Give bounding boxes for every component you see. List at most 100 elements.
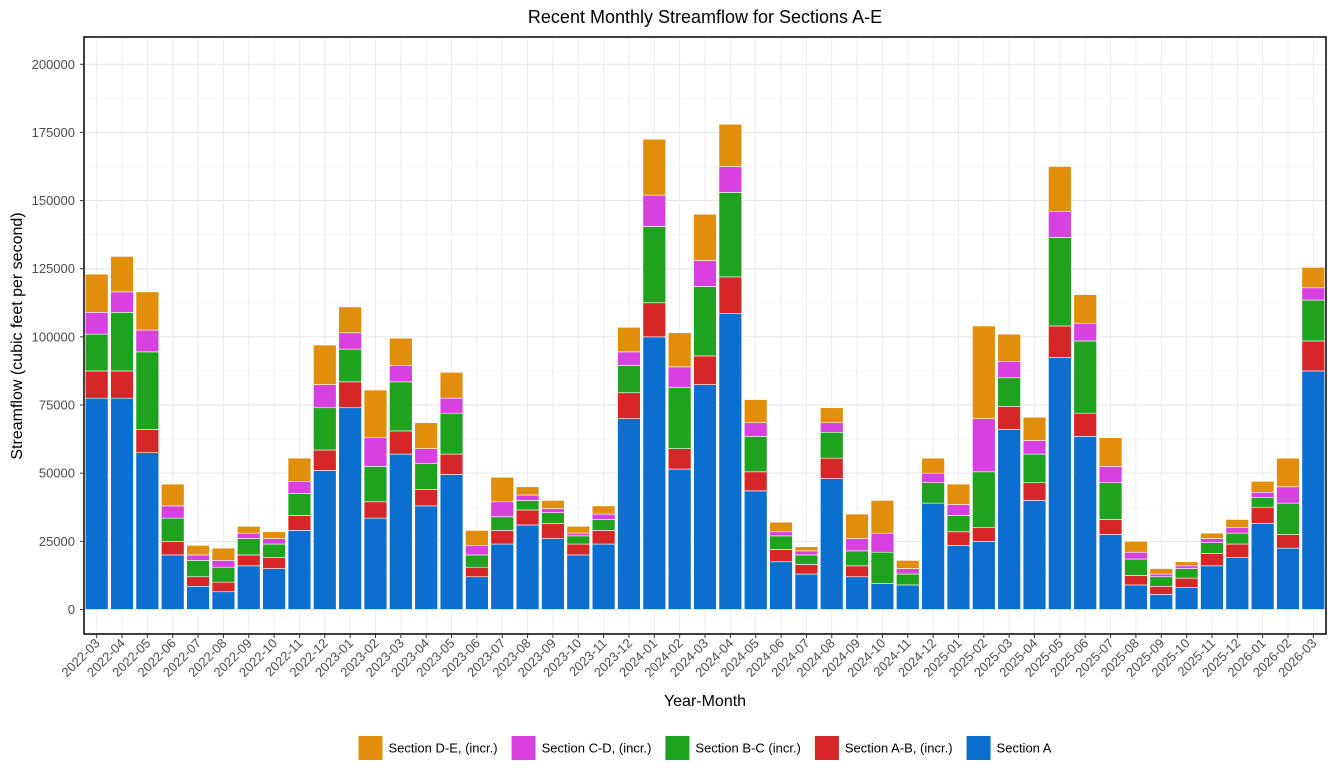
bar-segment <box>794 564 819 575</box>
bar-segment <box>845 550 869 567</box>
bar-segment <box>566 535 590 545</box>
bar-segment <box>1276 547 1300 610</box>
bar-segment <box>1225 557 1249 610</box>
bar-segment <box>769 531 793 537</box>
bar-segment <box>211 581 236 593</box>
bar-segment <box>896 584 920 610</box>
bar-segment <box>84 312 109 335</box>
bar-segment <box>186 554 210 561</box>
bar-segment <box>1225 519 1249 528</box>
bar-segment <box>389 453 413 610</box>
bar-segment <box>794 546 819 552</box>
bar-segment <box>262 538 286 545</box>
bar-segment <box>135 329 160 353</box>
bar-segment <box>110 370 134 399</box>
bar-segment <box>1301 340 1326 372</box>
bar-segment <box>1073 412 1097 437</box>
bar-segment <box>490 501 514 518</box>
bar-segment <box>870 532 895 553</box>
bar-segment <box>1022 453 1047 484</box>
bar-segment <box>1048 237 1072 327</box>
legend-swatch <box>814 736 839 760</box>
bar-segment <box>718 123 743 167</box>
y-tick-label: 150000 <box>32 193 75 208</box>
bar-segment <box>566 554 590 610</box>
bar-segment <box>262 531 286 539</box>
bar-segment <box>515 509 540 526</box>
bar-segment <box>211 566 236 583</box>
bar-segment <box>718 166 743 193</box>
bar-segment <box>541 500 565 509</box>
bar-segment <box>186 560 210 578</box>
bar-segment <box>997 361 1021 379</box>
bar-segment <box>642 226 667 304</box>
bar-segment <box>693 286 717 357</box>
bar-segment <box>389 337 413 366</box>
bar-segment <box>617 418 641 610</box>
bar-segment <box>1200 532 1224 539</box>
legend-label: Section A <box>997 741 1052 756</box>
bar-segment <box>161 517 185 542</box>
bar-segment <box>667 366 692 388</box>
bar-segment <box>1200 553 1224 567</box>
bar-segment <box>997 377 1021 407</box>
bar-segment <box>1276 502 1300 535</box>
bar-segment <box>972 471 996 528</box>
bar-segment <box>490 476 514 503</box>
bar-segment <box>389 365 413 383</box>
bar-segment <box>363 517 388 610</box>
bar-segment <box>237 554 261 567</box>
y-tick-label: 25000 <box>39 534 75 549</box>
bar-segment <box>693 260 717 287</box>
bar-segment <box>743 422 768 437</box>
bar-segment <box>135 429 160 454</box>
bar-segment <box>389 381 413 432</box>
bar-segment <box>845 538 869 552</box>
y-axis-ticks: 0 25000 50000 75000 100000 125000 150000 175000… <box>32 57 84 617</box>
bar-segment <box>870 551 895 584</box>
bar-segment <box>845 565 869 578</box>
bar-segment <box>921 502 945 610</box>
bar-segment <box>642 138 667 196</box>
bar-segment <box>338 348 362 383</box>
bar-segment <box>1276 457 1300 488</box>
bar-segment <box>1098 482 1123 520</box>
bar-segment <box>110 397 134 610</box>
bar-segment <box>566 532 590 537</box>
bar-segment <box>186 545 210 556</box>
bar-segment <box>313 344 337 385</box>
bar-segment <box>490 516 514 531</box>
bar-segment <box>110 312 134 372</box>
y-tick-label: 100000 <box>32 329 75 344</box>
bar-segment <box>135 452 160 610</box>
bar-segment <box>870 583 895 610</box>
bar-segment <box>313 449 337 471</box>
bar-segment <box>313 384 337 409</box>
legend-swatch <box>665 736 690 760</box>
bar-segment <box>262 568 286 610</box>
bar-segment <box>1250 523 1275 610</box>
bar-segment <box>1048 325 1072 358</box>
legend-swatch <box>966 736 991 760</box>
bar-segment <box>743 436 768 473</box>
bar-segment <box>1149 573 1173 578</box>
bar-segment <box>946 545 971 610</box>
bar-segment <box>110 291 134 313</box>
bar-segment <box>1200 542 1224 554</box>
bar-segment <box>1098 534 1123 610</box>
bar-segment <box>439 372 464 399</box>
bar-segment <box>465 530 489 546</box>
bar-segment <box>439 412 464 455</box>
bar-segment <box>439 474 464 610</box>
bar-segment <box>84 333 109 372</box>
bar-segment <box>1250 481 1275 493</box>
bar-segment <box>414 422 438 449</box>
bar-segment <box>135 351 160 430</box>
x-axis-label: Year-Month <box>664 693 746 710</box>
bar-segment <box>110 256 134 293</box>
bar-segment <box>946 483 971 505</box>
bar-segment <box>617 365 641 394</box>
bar-segment <box>262 543 286 558</box>
